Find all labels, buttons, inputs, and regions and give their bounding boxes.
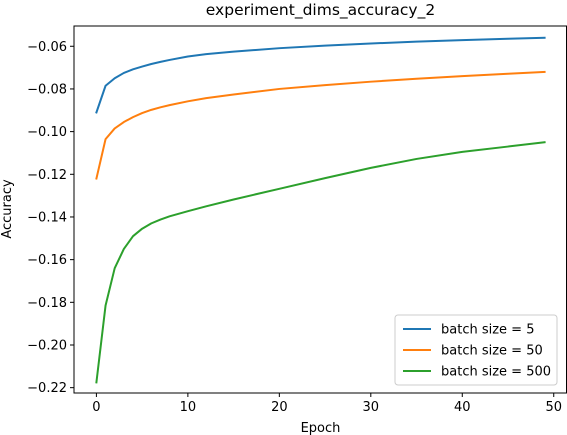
legend: batch size = 5 batch size = 50 batch size … [394, 314, 558, 386]
legend-box [394, 314, 558, 386]
y-tick-label: −0.16 [27, 253, 67, 268]
y-tick-label: −0.12 [27, 168, 67, 183]
chart-title: experiment_dims_accuracy_2 [206, 1, 435, 20]
x-tick-label: 0 [92, 400, 100, 415]
x-axis-label: Epoch [301, 421, 341, 435]
legend-label-3: batch size = 500 [441, 365, 551, 380]
y-tick-label: −0.08 [27, 82, 67, 97]
y-tick-label: −0.20 [27, 338, 67, 353]
series-layer [95, 36, 546, 384]
x-tick-label: 20 [271, 400, 288, 415]
series-line-3 [95, 141, 546, 384]
legend-label-1: batch size = 5 [441, 323, 534, 338]
y-tick-label: −0.14 [27, 210, 67, 225]
series-line-2 [95, 70, 546, 180]
x-tick-label: 50 [545, 400, 562, 415]
axes-layer: 0 10 20 30 40 50 −0.22 −0.20 −0.18 −0.16 −0.14 −0.1… [27, 25, 567, 415]
x-tick-label: 40 [454, 400, 471, 415]
series-line-1 [95, 36, 546, 114]
y-tick-label: −0.06 [27, 40, 67, 55]
y-tick-label: −0.22 [27, 381, 67, 396]
legend-label-2: batch size = 50 [441, 344, 543, 359]
x-tick-label: 30 [363, 400, 380, 415]
y-tick-label: −0.10 [27, 125, 67, 140]
y-axis-label: Accuracy [0, 179, 15, 239]
x-tick-label: 10 [180, 400, 197, 415]
y-tick-label: −0.18 [27, 296, 67, 311]
